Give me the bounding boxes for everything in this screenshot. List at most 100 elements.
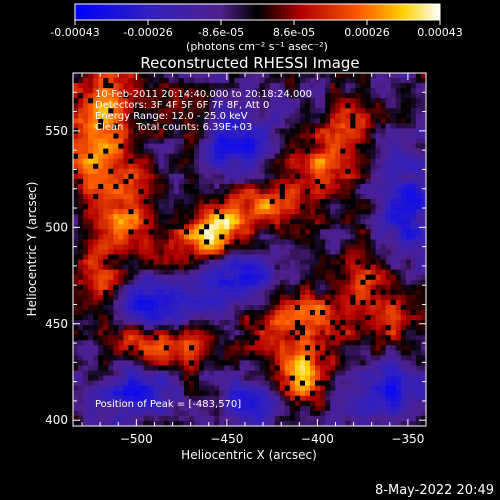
heatmap-cell (234, 113, 241, 119)
heatmap-cell (98, 375, 104, 382)
heatmap-cell (360, 289, 367, 296)
heatmap-cell (224, 390, 230, 397)
heatmap-cell (310, 123, 316, 130)
heatmap-cell (163, 390, 170, 397)
heatmap-cell (315, 380, 321, 387)
heatmap-cell (138, 224, 145, 230)
heatmap-cell (294, 385, 301, 392)
heatmap-cell (350, 405, 356, 412)
image-info: 10-Feb-2011 20:14:40.000 to 20:18:24.000… (95, 89, 312, 410)
heatmap-cell (168, 224, 175, 230)
heatmap-cell (113, 239, 119, 246)
heatmap-cell (410, 299, 417, 306)
heatmap-cell (375, 118, 382, 125)
heatmap-cell (88, 400, 94, 407)
heatmap-cell (345, 410, 351, 417)
heatmap-cell (274, 345, 281, 351)
heatmap-cell (410, 153, 417, 160)
heatmap-cell (370, 118, 377, 125)
heatmap-cell (410, 188, 417, 195)
heatmap-cell (138, 269, 145, 276)
heatmap-cell (335, 214, 341, 220)
heatmap-cell (365, 143, 372, 150)
heatmap-cell (375, 320, 382, 326)
heatmap-cell (204, 123, 210, 130)
heatmap-cell (415, 390, 422, 397)
heatmap-cell (219, 294, 225, 301)
heatmap-cell (380, 405, 387, 412)
heatmap-cell (78, 395, 84, 402)
heatmap-cell (103, 229, 109, 235)
heatmap-cell (83, 188, 89, 195)
heatmap-cell (173, 320, 180, 326)
heatmap-cell (375, 234, 382, 241)
heatmap-cell (83, 340, 89, 346)
heatmap-cell (410, 98, 417, 104)
heatmap-cell (264, 168, 271, 175)
heatmap-cell (229, 123, 235, 130)
heatmap-cell (224, 224, 230, 230)
heatmap-cell (168, 304, 175, 311)
heatmap-cell (415, 163, 422, 170)
heatmap-cell (143, 219, 150, 225)
heatmap-cell (148, 204, 155, 210)
heatmap-cell (320, 345, 326, 351)
heatmap-cell (178, 244, 185, 251)
heatmap-cell (415, 405, 422, 412)
heatmap-cell (224, 264, 230, 271)
heatmap-cell (360, 183, 367, 190)
heatmap-cell (304, 274, 311, 281)
heatmap-cell (78, 173, 84, 180)
heatmap-cell (299, 239, 306, 246)
heatmap-cell (103, 415, 109, 422)
heatmap-cell (194, 315, 200, 321)
heatmap-cell (325, 330, 331, 336)
heatmap-cell (113, 385, 119, 392)
heatmap-cell (199, 209, 205, 215)
heatmap-cell (289, 143, 296, 150)
heatmap-cell (310, 400, 316, 407)
heatmap-cell (153, 350, 160, 356)
heatmap-cell (380, 420, 387, 426)
heatmap-cell (93, 163, 99, 170)
heatmap-cell (420, 204, 426, 210)
heatmap-cell (219, 204, 225, 210)
heatmap-cell (249, 400, 256, 407)
heatmap-cell (244, 345, 251, 351)
heatmap-cell (113, 294, 119, 301)
heatmap-cell (304, 133, 311, 140)
heatmap-cell (118, 315, 125, 321)
heatmap-cell (269, 73, 276, 79)
heatmap-cell (194, 310, 200, 316)
heatmap-cell (163, 204, 170, 210)
heatmap-cell (239, 249, 246, 256)
heatmap-cell (274, 153, 281, 160)
heatmap-cell (209, 385, 215, 392)
heatmap-cell (143, 249, 150, 256)
heatmap-cell (405, 178, 412, 185)
heatmap-cell (148, 304, 155, 311)
heatmap-cell (244, 325, 251, 331)
heatmap-cell (254, 385, 261, 392)
heatmap-cell (375, 264, 382, 271)
heatmap-cell (173, 420, 180, 426)
heatmap-cell (330, 330, 336, 336)
heatmap-cell (88, 345, 94, 351)
heatmap-cell (395, 420, 402, 426)
heatmap-cell (239, 294, 246, 301)
heatmap-cell (420, 219, 426, 225)
heatmap-cell (229, 78, 235, 84)
heatmap-cell (335, 194, 341, 200)
heatmap-cell (209, 340, 215, 346)
heatmap-cell (229, 259, 235, 266)
heatmap-cell (103, 375, 109, 382)
heatmap-cell (264, 98, 271, 104)
heatmap-cell (315, 209, 321, 215)
heatmap-cell (269, 410, 276, 417)
heatmap-cell (289, 173, 296, 180)
heatmap-cell (168, 259, 175, 266)
heatmap-cell (229, 325, 235, 331)
heatmap-cell (264, 274, 271, 281)
heatmap-cell (370, 360, 377, 367)
heatmap-cell (269, 274, 276, 281)
